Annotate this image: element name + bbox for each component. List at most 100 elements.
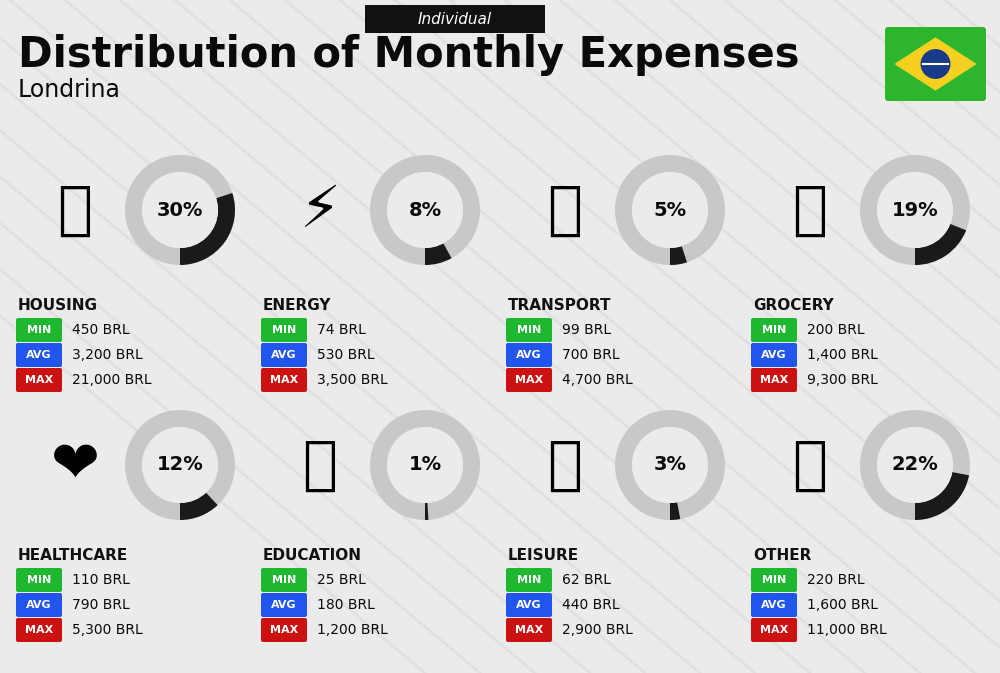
Wedge shape [615, 410, 725, 520]
Text: 700 BRL: 700 BRL [562, 348, 620, 362]
Text: 99 BRL: 99 BRL [562, 323, 611, 337]
Text: 8%: 8% [408, 201, 442, 219]
Text: 2,900 BRL: 2,900 BRL [562, 623, 633, 637]
Text: AVG: AVG [26, 350, 52, 360]
FancyBboxPatch shape [751, 368, 797, 392]
Text: 3%: 3% [654, 456, 686, 474]
FancyBboxPatch shape [16, 368, 62, 392]
Text: 9,300 BRL: 9,300 BRL [807, 373, 878, 387]
FancyBboxPatch shape [506, 618, 552, 642]
Text: 🎓: 🎓 [302, 437, 338, 493]
Wedge shape [125, 155, 235, 265]
Circle shape [142, 427, 218, 503]
Text: Londrina: Londrina [18, 78, 121, 102]
Text: MAX: MAX [760, 375, 788, 385]
Text: HOUSING: HOUSING [18, 297, 98, 312]
Text: MAX: MAX [25, 375, 53, 385]
Text: 5%: 5% [653, 201, 687, 219]
Text: 3,200 BRL: 3,200 BRL [72, 348, 143, 362]
Text: Distribution of Monthly Expenses: Distribution of Monthly Expenses [18, 34, 800, 76]
Circle shape [877, 172, 953, 248]
Text: 4,700 BRL: 4,700 BRL [562, 373, 633, 387]
Text: 🛒: 🛒 [792, 182, 828, 238]
Circle shape [632, 172, 708, 248]
Text: MIN: MIN [762, 575, 786, 585]
Text: ⚡: ⚡ [300, 182, 340, 238]
FancyBboxPatch shape [751, 568, 797, 592]
Text: 530 BRL: 530 BRL [317, 348, 375, 362]
Text: EDUCATION: EDUCATION [263, 548, 362, 563]
Circle shape [387, 172, 463, 248]
Text: 440 BRL: 440 BRL [562, 598, 620, 612]
Text: MIN: MIN [517, 575, 541, 585]
Wedge shape [615, 155, 725, 265]
Wedge shape [670, 246, 687, 265]
Text: 5,300 BRL: 5,300 BRL [72, 623, 143, 637]
FancyBboxPatch shape [885, 27, 986, 101]
Text: AVG: AVG [271, 600, 297, 610]
FancyBboxPatch shape [261, 368, 307, 392]
FancyBboxPatch shape [16, 568, 62, 592]
Circle shape [632, 427, 708, 503]
FancyBboxPatch shape [751, 343, 797, 367]
Text: 110 BRL: 110 BRL [72, 573, 130, 587]
Circle shape [921, 49, 950, 79]
Text: 220 BRL: 220 BRL [807, 573, 865, 587]
Wedge shape [670, 502, 680, 520]
FancyBboxPatch shape [506, 368, 552, 392]
Wedge shape [915, 224, 966, 265]
Text: MAX: MAX [25, 625, 53, 635]
Text: LEISURE: LEISURE [508, 548, 579, 563]
Wedge shape [860, 410, 970, 520]
Text: MIN: MIN [27, 575, 51, 585]
FancyBboxPatch shape [506, 593, 552, 617]
FancyBboxPatch shape [506, 343, 552, 367]
Circle shape [142, 172, 218, 248]
Wedge shape [180, 193, 235, 265]
Text: GROCERY: GROCERY [753, 297, 834, 312]
Text: AVG: AVG [516, 350, 542, 360]
Text: 25 BRL: 25 BRL [317, 573, 366, 587]
FancyBboxPatch shape [261, 343, 307, 367]
Text: 1,600 BRL: 1,600 BRL [807, 598, 878, 612]
Text: 12%: 12% [157, 456, 203, 474]
FancyBboxPatch shape [16, 343, 62, 367]
Text: MAX: MAX [270, 625, 298, 635]
Text: 450 BRL: 450 BRL [72, 323, 130, 337]
FancyBboxPatch shape [261, 318, 307, 342]
Text: HEALTHCARE: HEALTHCARE [18, 548, 128, 563]
Text: MAX: MAX [515, 625, 543, 635]
FancyBboxPatch shape [506, 568, 552, 592]
Text: 180 BRL: 180 BRL [317, 598, 375, 612]
Text: AVG: AVG [761, 600, 787, 610]
Text: 🛍️: 🛍️ [548, 437, 582, 493]
Text: ENERGY: ENERGY [263, 297, 332, 312]
Text: MIN: MIN [27, 325, 51, 335]
Wedge shape [425, 244, 451, 265]
Text: AVG: AVG [516, 600, 542, 610]
Text: MIN: MIN [762, 325, 786, 335]
Text: TRANSPORT: TRANSPORT [508, 297, 612, 312]
Text: MAX: MAX [760, 625, 788, 635]
Text: OTHER: OTHER [753, 548, 811, 563]
Circle shape [877, 427, 953, 503]
Text: 👛: 👛 [792, 437, 828, 493]
FancyBboxPatch shape [16, 618, 62, 642]
Circle shape [387, 427, 463, 503]
Text: 1,200 BRL: 1,200 BRL [317, 623, 388, 637]
Text: 11,000 BRL: 11,000 BRL [807, 623, 887, 637]
FancyBboxPatch shape [506, 318, 552, 342]
Text: 30%: 30% [157, 201, 203, 219]
Polygon shape [896, 38, 975, 90]
Text: 74 BRL: 74 BRL [317, 323, 366, 337]
Text: 21,000 BRL: 21,000 BRL [72, 373, 152, 387]
FancyBboxPatch shape [365, 5, 545, 33]
Wedge shape [915, 472, 969, 520]
Text: MAX: MAX [515, 375, 543, 385]
Text: 200 BRL: 200 BRL [807, 323, 865, 337]
Text: 3,500 BRL: 3,500 BRL [317, 373, 388, 387]
FancyBboxPatch shape [261, 568, 307, 592]
Text: MIN: MIN [272, 575, 296, 585]
Wedge shape [860, 155, 970, 265]
Text: 1,400 BRL: 1,400 BRL [807, 348, 878, 362]
